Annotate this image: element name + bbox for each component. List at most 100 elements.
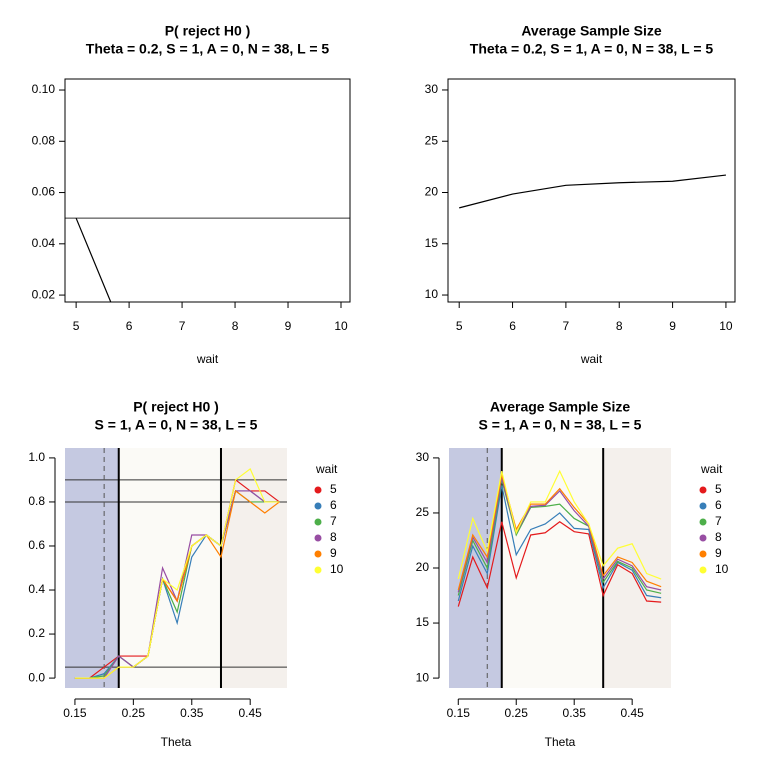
legend-label: 8	[330, 530, 337, 544]
legend-swatch	[699, 550, 707, 558]
y-tick-label: 0.02	[32, 287, 56, 301]
chart-title: P( reject H0 )	[165, 23, 251, 39]
legend-title: wait	[315, 462, 338, 476]
data-line	[457, 477, 662, 593]
x-tick-label: 0.35	[563, 706, 587, 720]
y-tick-label: 0.04	[32, 236, 56, 250]
x-tick-label: 9	[669, 319, 676, 333]
region	[118, 448, 221, 688]
y-tick-label: 30	[425, 82, 439, 96]
legend-label: 8	[715, 530, 722, 544]
x-axis-label: wait	[580, 352, 603, 366]
x-tick-label: 0.45	[239, 706, 263, 720]
y-tick-label: 15	[416, 615, 430, 629]
legend-label: 6	[715, 498, 722, 512]
y-tick-label: 0.06	[32, 185, 56, 199]
legend-swatch	[699, 486, 707, 494]
legend-swatch	[314, 566, 322, 574]
x-tick-label: 7	[179, 319, 186, 333]
y-tick-label: 1.0	[28, 450, 45, 464]
legend-swatch	[699, 518, 707, 526]
y-tick-label: 20	[425, 185, 439, 199]
data-line	[457, 485, 662, 602]
x-tick-label: 10	[334, 319, 348, 333]
legend-label: 10	[330, 562, 344, 576]
data-line	[457, 521, 662, 607]
legend-label: 7	[330, 514, 337, 528]
data-line	[74, 467, 280, 679]
data-line	[75, 217, 112, 302]
y-tick-label: 0.4	[28, 582, 45, 596]
plot-area	[65, 217, 350, 302]
x-tick-label: 6	[126, 319, 133, 333]
y-tick-label: 0.8	[28, 494, 45, 508]
chart-subtitle: Theta = 0.2, S = 1, A = 0, N = 38, L = 5	[86, 41, 330, 57]
legend-swatch	[314, 486, 322, 494]
x-tick-label: 10	[719, 319, 733, 333]
x-tick-label: 8	[616, 319, 623, 333]
region	[501, 448, 604, 688]
legend-swatch	[699, 502, 707, 510]
chart-subtitle: S = 1, A = 0, N = 38, L = 5	[479, 417, 642, 433]
legend-swatch	[699, 534, 707, 542]
y-tick-label: 15	[425, 236, 439, 250]
x-tick-label: 5	[456, 319, 463, 333]
region	[65, 448, 119, 688]
x-tick-label: 0.15	[447, 706, 471, 720]
x-tick-label: 6	[509, 319, 516, 333]
y-tick-label: 0.6	[28, 538, 45, 552]
legend-label: 6	[330, 498, 337, 512]
legend-swatch	[314, 550, 322, 558]
region	[220, 448, 287, 688]
x-tick-label: 7	[563, 319, 570, 333]
legend-swatch	[314, 534, 322, 542]
x-tick-label: 0.35	[180, 706, 204, 720]
data-line	[459, 174, 726, 209]
data-line	[457, 469, 662, 580]
y-tick-label: 25	[425, 133, 439, 147]
x-tick-label: 0.45	[620, 706, 644, 720]
legend-swatch	[699, 566, 707, 574]
y-tick-label: 25	[416, 505, 430, 519]
data-line	[457, 479, 662, 596]
x-axis-label: Theta	[161, 735, 192, 749]
chart-title: Average Sample Size	[490, 399, 631, 415]
y-tick-label: 10	[416, 670, 430, 684]
y-tick-label: 0.0	[28, 670, 45, 684]
x-tick-label: 0.25	[505, 706, 529, 720]
legend-label: 5	[715, 482, 722, 496]
plot-frame	[447, 78, 736, 303]
plot-area	[65, 448, 287, 688]
chart-subtitle: S = 1, A = 0, N = 38, L = 5	[95, 417, 258, 433]
y-tick-label: 30	[416, 450, 430, 464]
region	[449, 448, 502, 688]
legend-swatch	[314, 518, 322, 526]
legend-label: 9	[715, 546, 722, 560]
y-tick-label: 0.08	[32, 133, 56, 147]
x-tick-label: 5	[73, 319, 80, 333]
legend-title: wait	[700, 462, 723, 476]
legend-label: 5	[330, 482, 337, 496]
x-tick-label: 8	[232, 319, 239, 333]
legend-label: 7	[715, 514, 722, 528]
chart-title: P( reject H0 )	[133, 399, 219, 415]
plot-frame	[64, 78, 351, 303]
legend-label: 9	[330, 546, 337, 560]
legend-swatch	[314, 502, 322, 510]
legend-label: 10	[715, 562, 729, 576]
x-tick-label: 9	[285, 319, 292, 333]
y-tick-label: 0.10	[32, 82, 56, 96]
plot-area	[459, 174, 726, 209]
x-tick-label: 0.15	[63, 706, 87, 720]
x-axis-label: wait	[196, 352, 219, 366]
y-tick-label: 0.2	[28, 626, 45, 640]
chart-title: Average Sample Size	[521, 23, 662, 39]
y-tick-label: 20	[416, 560, 430, 574]
data-line	[457, 474, 662, 591]
plot-area	[449, 448, 671, 688]
x-tick-label: 0.25	[122, 706, 146, 720]
chart-subtitle: Theta = 0.2, S = 1, A = 0, N = 38, L = 5	[470, 41, 714, 57]
y-tick-label: 10	[425, 287, 439, 301]
x-axis-label: Theta	[545, 735, 576, 749]
